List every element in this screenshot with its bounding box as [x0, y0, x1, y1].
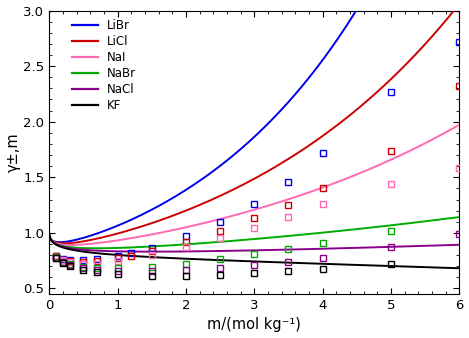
X-axis label: m/(mol kg⁻¹): m/(mol kg⁻¹): [207, 317, 301, 333]
Legend: LiBr, LiCl, NaI, NaBr, NaCl, KF: LiBr, LiCl, NaI, NaBr, NaCl, KF: [72, 19, 136, 112]
Y-axis label: γ±,m: γ±,m: [6, 132, 21, 172]
